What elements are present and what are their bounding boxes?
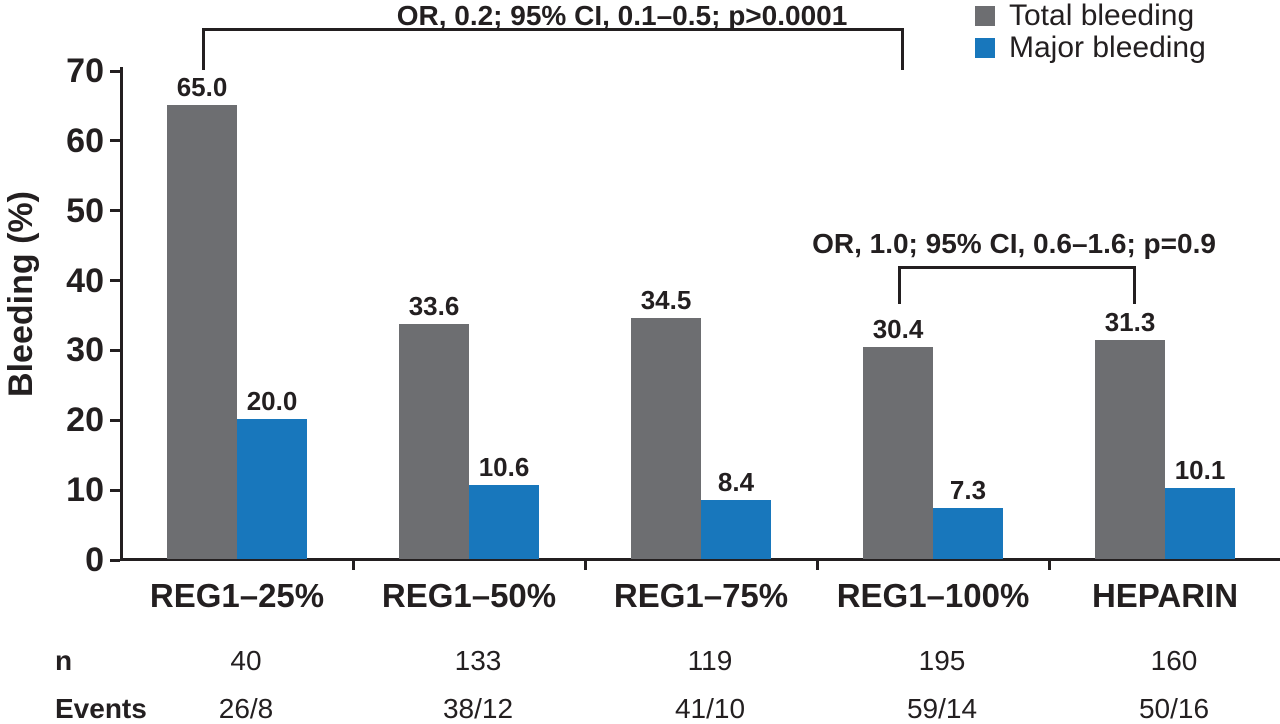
y-tick bbox=[110, 488, 120, 492]
y-tick-label: 30 bbox=[66, 331, 104, 370]
x-tick bbox=[816, 561, 819, 570]
y-tick bbox=[110, 558, 120, 562]
bar-total-bleeding bbox=[631, 318, 701, 559]
y-tick-label: 50 bbox=[66, 191, 104, 230]
y-tick bbox=[110, 279, 120, 283]
table-cell-events: 41/10 bbox=[674, 693, 746, 724]
bar-value-label: 10.6 bbox=[478, 452, 530, 482]
category-label: REG1–25% bbox=[149, 577, 325, 614]
legend-label-major-bleeding: Major bleeding bbox=[1009, 31, 1206, 64]
y-tick-label: 0 bbox=[85, 541, 104, 579]
table-cell-n: 160 bbox=[1150, 645, 1198, 676]
bar-value-label: 20.0 bbox=[246, 386, 298, 416]
x-tick bbox=[1048, 561, 1051, 570]
bar-value-label: 30.4 bbox=[872, 314, 924, 344]
table-cell-events: 38/12 bbox=[442, 693, 514, 724]
comparison-bracket-2 bbox=[898, 266, 1136, 304]
y-tick-label: 60 bbox=[66, 121, 104, 160]
category-label: HEPARIN bbox=[1091, 577, 1239, 614]
bar-major-bleeding bbox=[701, 500, 771, 559]
table-row-label-events: Events bbox=[55, 693, 147, 724]
x-axis-line bbox=[120, 558, 1280, 561]
y-tick-label: 70 bbox=[66, 52, 104, 90]
y-tick-label: 40 bbox=[66, 261, 104, 300]
x-tick bbox=[584, 561, 587, 570]
annotation-or-2: OR, 1.0; 95% CI, 0.6–1.6; p=0.9 bbox=[812, 228, 1216, 259]
bar-major-bleeding bbox=[933, 508, 1003, 559]
bar-value-label: 8.4 bbox=[717, 467, 755, 497]
y-axis-title: Bleeding (%) bbox=[2, 191, 40, 397]
bar-total-bleeding bbox=[863, 347, 933, 559]
category-label: REG1–75% bbox=[613, 577, 789, 614]
bar-total-bleeding bbox=[167, 105, 237, 559]
y-tick bbox=[110, 348, 120, 352]
y-tick bbox=[110, 418, 120, 422]
y-tick-label: 10 bbox=[66, 471, 104, 510]
x-tick bbox=[352, 561, 355, 570]
legend-item-total-bleeding: Total bleeding bbox=[975, 1, 1206, 31]
legend-item-major-bleeding: Major bleeding bbox=[975, 33, 1206, 63]
bar-value-label: 7.3 bbox=[949, 475, 987, 505]
bar-major-bleeding bbox=[1165, 488, 1235, 559]
bar-value-label: 65.0 bbox=[176, 72, 228, 102]
bar-value-label: 10.1 bbox=[1174, 455, 1226, 485]
bar-total-bleeding bbox=[1095, 340, 1165, 559]
y-axis-line bbox=[120, 67, 123, 561]
table-cell-n: 195 bbox=[918, 645, 966, 676]
table-cell-n: 40 bbox=[230, 645, 262, 676]
bar-major-bleeding bbox=[237, 419, 307, 559]
table-cell-events: 50/16 bbox=[1138, 693, 1210, 724]
y-tick bbox=[110, 139, 120, 143]
table-row-label-n: n bbox=[55, 645, 73, 676]
table-cell-n: 133 bbox=[454, 645, 502, 676]
y-tick-label: 20 bbox=[66, 401, 104, 440]
legend-label-total-bleeding: Total bleeding bbox=[1009, 0, 1195, 32]
table-cell-events: 59/14 bbox=[906, 693, 978, 724]
legend-swatch-total-bleeding bbox=[975, 6, 995, 26]
comparison-bracket-1 bbox=[202, 28, 904, 70]
category-label: REG1–100% bbox=[836, 577, 1030, 614]
bar-major-bleeding bbox=[469, 485, 539, 559]
table-cell-events: 26/8 bbox=[218, 693, 274, 724]
bar-value-label: 34.5 bbox=[640, 285, 692, 315]
legend-swatch-major-bleeding bbox=[975, 38, 995, 58]
bar-value-label: 33.6 bbox=[408, 291, 460, 321]
category-label: REG1–50% bbox=[381, 577, 557, 614]
annotation-or-1: OR, 0.2; 95% CI, 0.1–0.5; p>0.0001 bbox=[396, 0, 848, 31]
table-cell-n: 119 bbox=[687, 645, 733, 676]
legend: Total bleeding Major bleeding bbox=[975, 1, 1206, 65]
y-tick bbox=[110, 69, 120, 73]
y-tick bbox=[110, 209, 120, 213]
bar-value-label: 31.3 bbox=[1104, 307, 1156, 337]
bar-total-bleeding bbox=[399, 324, 469, 559]
